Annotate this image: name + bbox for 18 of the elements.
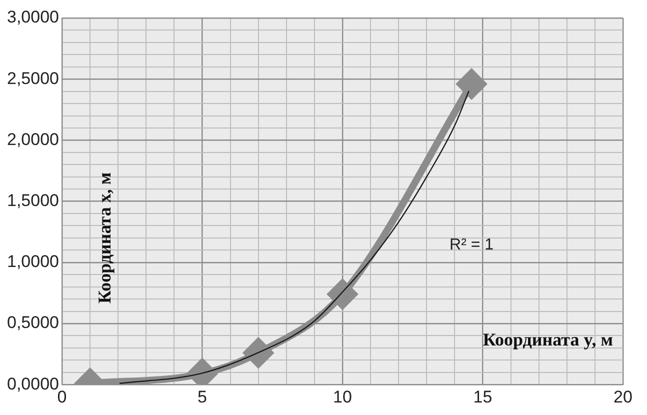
x-tick-label: 20 (614, 387, 632, 406)
y-tick-label: 3,0000 (6, 8, 59, 27)
y-tick-label: 0,0000 (6, 374, 59, 394)
x-axis-title: Координата y, м (482, 329, 613, 350)
point (457, 69, 486, 98)
y-tick-label: 2,0000 (6, 130, 59, 149)
x-tick-label: 15 (473, 387, 492, 406)
x-tick-label: 10 (333, 387, 352, 406)
annotation: R² = 1 (450, 236, 494, 254)
x-tick-label: 5 (198, 387, 207, 406)
y-tick-label: 1,0000 (6, 252, 59, 272)
point (328, 280, 357, 309)
y-tick-label: 0,5000 (6, 313, 59, 332)
point (244, 338, 273, 368)
y-axis-title: Координата x, м (94, 172, 115, 304)
y-tick-label: 2,5000 (6, 68, 59, 88)
y-tick-label: 1,5000 (6, 190, 59, 210)
x-tick-label: 0 (57, 387, 67, 406)
